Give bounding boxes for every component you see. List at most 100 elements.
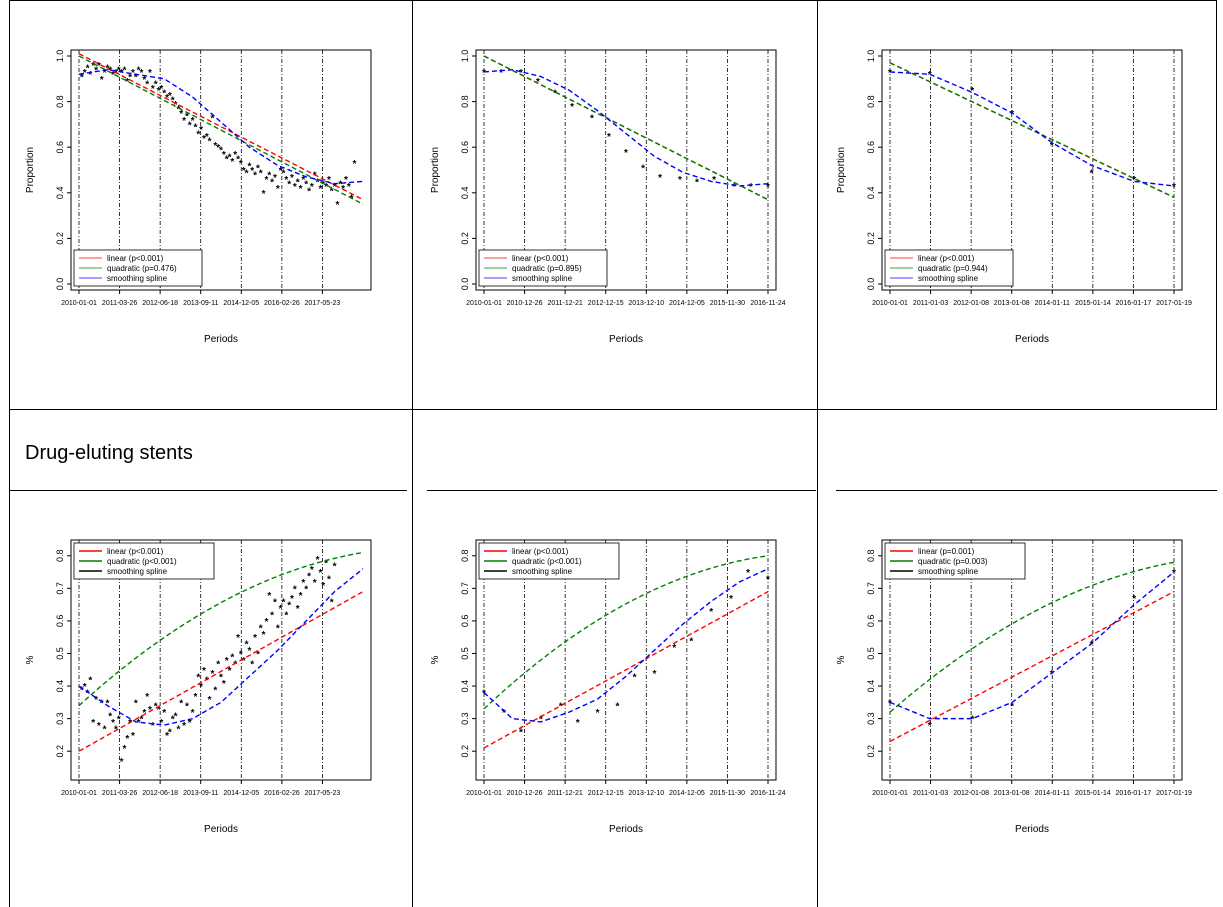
linear-fit xyxy=(889,590,1175,743)
data-point: * xyxy=(287,180,291,191)
data-point: * xyxy=(148,68,152,79)
linear-fit xyxy=(483,55,769,201)
data-point: * xyxy=(131,731,135,742)
plot-frame xyxy=(70,49,372,291)
y-tick-label: 0.0 xyxy=(55,278,65,291)
data-point: * xyxy=(97,61,101,72)
x-tick-label: 2010-12-26 xyxy=(507,790,543,797)
data-point: * xyxy=(128,73,132,84)
data-point: * xyxy=(1132,175,1136,186)
data-point: * xyxy=(327,575,331,586)
data-point: * xyxy=(247,161,251,172)
data-point: * xyxy=(290,173,294,184)
data-point: * xyxy=(1010,702,1014,713)
linear-fit xyxy=(78,590,364,752)
data-point: * xyxy=(216,143,220,154)
y-tick-label: 0.7 xyxy=(866,582,876,595)
data-point: * xyxy=(290,594,294,605)
grid-line xyxy=(9,490,407,491)
data-point: * xyxy=(245,168,249,179)
y-tick-label: 0.8 xyxy=(460,95,470,108)
data-point: * xyxy=(157,705,161,716)
data-point: * xyxy=(145,79,149,90)
data-point: * xyxy=(120,68,124,79)
data-point: * xyxy=(270,610,274,621)
data-point: * xyxy=(122,744,126,755)
data-point: * xyxy=(125,77,129,88)
data-point: * xyxy=(482,689,486,700)
x-tick-label: 2017-05-23 xyxy=(305,790,341,797)
x-tick-label: 2016-11-24 xyxy=(750,790,785,797)
y-tick-label: 0.6 xyxy=(55,615,65,628)
data-point: * xyxy=(301,578,305,589)
y-tick-label: 0.4 xyxy=(460,680,470,693)
section-caption: Drug-eluting stents xyxy=(25,442,193,464)
data-point: * xyxy=(188,120,192,131)
y-tick-label: 0.2 xyxy=(460,745,470,758)
data-point: * xyxy=(253,171,257,182)
y-tick-label: 0.2 xyxy=(55,232,65,245)
data-point: * xyxy=(236,155,240,166)
data-point: * xyxy=(159,84,163,95)
data-point: * xyxy=(176,724,180,735)
data-point: * xyxy=(482,68,486,79)
data-point: * xyxy=(279,604,283,615)
legend-label: linear (p<0.001) xyxy=(512,547,569,556)
data-point: * xyxy=(267,171,271,182)
plot-frame xyxy=(475,539,777,781)
data-point: * xyxy=(321,180,325,191)
x-tick-label: 2013-12-10 xyxy=(628,300,664,307)
legend-label: quadratic (p<0.001) xyxy=(107,557,177,566)
data-point: * xyxy=(262,630,266,641)
data-point: * xyxy=(151,721,155,732)
data-point: * xyxy=(168,91,172,102)
y-tick-label: 1.0 xyxy=(866,50,876,63)
quadratic-fit xyxy=(78,55,364,205)
y-tick-label: 0.4 xyxy=(460,187,470,200)
data-point: * xyxy=(168,728,172,739)
x-tick-label: 2014-12-05 xyxy=(669,300,705,307)
data-point: * xyxy=(239,159,243,170)
data-point: * xyxy=(1132,594,1136,605)
data-point: * xyxy=(749,182,753,193)
data-point: * xyxy=(502,708,506,719)
x-tick-label: 2012-06-18 xyxy=(142,300,178,307)
data-point: * xyxy=(103,68,107,79)
data-point: * xyxy=(159,718,163,729)
data-point: * xyxy=(296,177,300,188)
data-point: * xyxy=(213,141,217,152)
data-point: * xyxy=(125,734,129,745)
chart-bottom-left: 2010-01-01 2011-03-26 2012-06-18 2013-09-11… xyxy=(25,539,372,835)
data-point: * xyxy=(225,656,229,667)
legend-label: linear (p<0.001) xyxy=(107,547,164,556)
y-tick-label: 0.0 xyxy=(866,278,876,291)
data-point: * xyxy=(202,666,206,677)
data-point: * xyxy=(233,659,237,670)
y-axis-label: Proportion xyxy=(25,147,36,193)
data-point: * xyxy=(225,155,229,166)
grid-line xyxy=(9,409,1217,410)
data-point: * xyxy=(100,698,104,709)
data-point: * xyxy=(100,75,104,86)
y-tick-label: 0.7 xyxy=(460,582,470,595)
data-point: * xyxy=(928,70,932,81)
data-point: * xyxy=(193,123,197,134)
data-point: * xyxy=(318,184,322,195)
data-point: * xyxy=(208,695,212,706)
data-point: * xyxy=(1050,669,1054,680)
data-point: * xyxy=(301,175,305,186)
data-point: * xyxy=(596,708,600,719)
x-tick-label: 2015-11-30 xyxy=(710,790,745,797)
quadratic-fit xyxy=(889,561,1175,713)
y-tick-label: 0.4 xyxy=(866,187,876,200)
spline-fit xyxy=(889,71,1175,187)
data-point: * xyxy=(327,175,331,186)
data-point: * xyxy=(185,702,189,713)
x-tick-label: 2011-01-03 xyxy=(913,300,948,307)
legend-label: smoothing spline xyxy=(918,567,979,576)
y-tick-label: 0.6 xyxy=(460,141,470,154)
x-tick-label: 2013-01-08 xyxy=(994,300,1030,307)
data-point: * xyxy=(83,682,87,693)
data-point: * xyxy=(347,182,351,193)
data-point: * xyxy=(324,558,328,569)
